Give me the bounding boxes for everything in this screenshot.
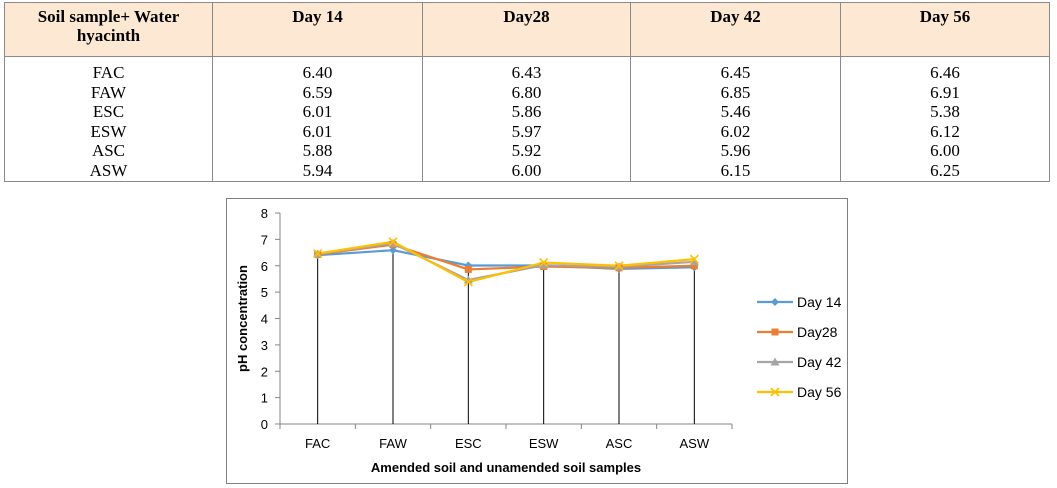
- x-tick-label: FAC: [305, 436, 330, 451]
- table-cell: 6.59: [212, 82, 423, 103]
- data-point: [463, 275, 473, 284]
- table-cell: 5.92: [422, 141, 631, 161]
- legend-label: Day 56: [797, 384, 842, 400]
- data-point: [464, 265, 472, 273]
- table-cell: 5.38: [840, 102, 1050, 122]
- y-tick-label: 0: [261, 417, 268, 432]
- table-cell: ASC: [4, 141, 213, 161]
- table-row: ASC 5.88 5.92 5.96 6.00: [4, 141, 1050, 161]
- table-cell: 5.86: [422, 102, 631, 122]
- series-line-0: [317, 249, 695, 271]
- series-line-2: [317, 242, 695, 282]
- table-cell: FAC: [4, 56, 213, 83]
- table-cell: ESC: [4, 102, 213, 122]
- table-row: ESW 6.01 5.97 6.02 6.12: [4, 121, 1050, 142]
- series-line-1: [317, 243, 695, 271]
- table-cell: 6.02: [630, 121, 841, 142]
- table-cell: 5.96: [630, 141, 841, 161]
- data-point: [313, 249, 323, 259]
- x-tick-label: FAW: [379, 436, 407, 451]
- table-cell: 6.25: [840, 160, 1050, 182]
- header-sample: Soil sample+ Water hyacinth: [4, 2, 213, 57]
- table-header-row: Soil sample+ Water hyacinth Day 14 Day28…: [4, 2, 1050, 57]
- data-point: [689, 257, 699, 266]
- table-cell: 6.01: [212, 121, 423, 142]
- legend-label: Day 42: [797, 354, 842, 370]
- table-cell: 6.12: [840, 121, 1050, 142]
- table-cell: 5.94: [212, 160, 423, 182]
- y-tick-label: 2: [261, 364, 268, 379]
- legend-label: Day 14: [797, 294, 842, 310]
- table-row: ESC 6.01 5.86 5.46 5.38: [4, 102, 1050, 122]
- data-point: [539, 260, 549, 269]
- table-cell: 6.43: [422, 56, 631, 83]
- x-tick-label: ESW: [529, 436, 559, 451]
- ph-line-chart: 0 1 2 3 4 5 6 7 8 FAC FAW ESC ESW ASC ASW Amended soil …: [226, 198, 848, 484]
- table-cell: 6.85: [630, 82, 841, 103]
- series-line-3: [317, 240, 695, 284]
- table-row: FAW 6.59 6.80 6.85 6.91: [4, 82, 1050, 103]
- y-tick-label: 1: [261, 391, 268, 406]
- table-row: FAC 6.40 6.43 6.45 6.46: [4, 56, 1050, 83]
- table-cell: ESW: [4, 121, 213, 142]
- y-tick-label: 8: [261, 206, 268, 221]
- x-tick-label: ASC: [606, 436, 633, 451]
- legend-marker: [771, 328, 779, 336]
- table-cell: FAW: [4, 82, 213, 103]
- legend-marker: [771, 298, 779, 306]
- table-cell: 6.80: [422, 82, 631, 103]
- table-cell: 6.91: [840, 82, 1050, 103]
- table-cell: 6.15: [630, 160, 841, 182]
- header-day-14: Day 14: [212, 2, 423, 57]
- legend-marker: [770, 387, 780, 397]
- x-tick-label: ESC: [455, 436, 482, 451]
- legend-label: Day28: [797, 324, 838, 340]
- header-day-56: Day 56: [840, 2, 1050, 57]
- table-cell: 6.45: [630, 56, 841, 83]
- data-point: [690, 262, 698, 270]
- data-point: [539, 258, 549, 268]
- header-day-28: Day28: [422, 2, 631, 57]
- header-day-42: Day 42: [630, 2, 841, 57]
- legend-marker: [770, 357, 780, 366]
- table-cell: 6.01: [212, 102, 423, 122]
- table-cell: ASW: [4, 160, 213, 182]
- table-cell: 5.46: [630, 102, 841, 122]
- chart-canvas: 0 1 2 3 4 5 6 7 8 FAC FAW ESC ESW ASC ASW Amended soil …: [235, 206, 842, 475]
- y-tick-label: 6: [261, 259, 268, 274]
- data-point: [463, 277, 473, 287]
- y-tick-label: 4: [261, 312, 268, 327]
- y-tick-label: 3: [261, 338, 268, 353]
- table-cell: 6.00: [422, 160, 631, 182]
- data-point: [689, 254, 699, 264]
- table-cell: 6.46: [840, 56, 1050, 83]
- data-point: [388, 237, 398, 247]
- table-cell: 5.97: [422, 121, 631, 142]
- x-axis-title: Amended soil and unamended soil samples: [371, 460, 641, 475]
- y-axis-title: pH concentration: [235, 265, 250, 372]
- table-row: ASW 5.94 6.00 6.15 6.25: [4, 160, 1050, 182]
- x-tick-label: ASW: [680, 436, 710, 451]
- y-tick-label: 7: [261, 232, 268, 247]
- data-point: [614, 261, 624, 271]
- table-cell: 5.88: [212, 141, 423, 161]
- table-cell: 6.40: [212, 56, 423, 83]
- table-cell: 6.00: [840, 141, 1050, 161]
- data-point: [389, 246, 397, 255]
- ph-data-table: Soil sample+ Water hyacinth Day 14 Day28…: [4, 2, 1050, 182]
- y-tick-label: 5: [261, 285, 268, 300]
